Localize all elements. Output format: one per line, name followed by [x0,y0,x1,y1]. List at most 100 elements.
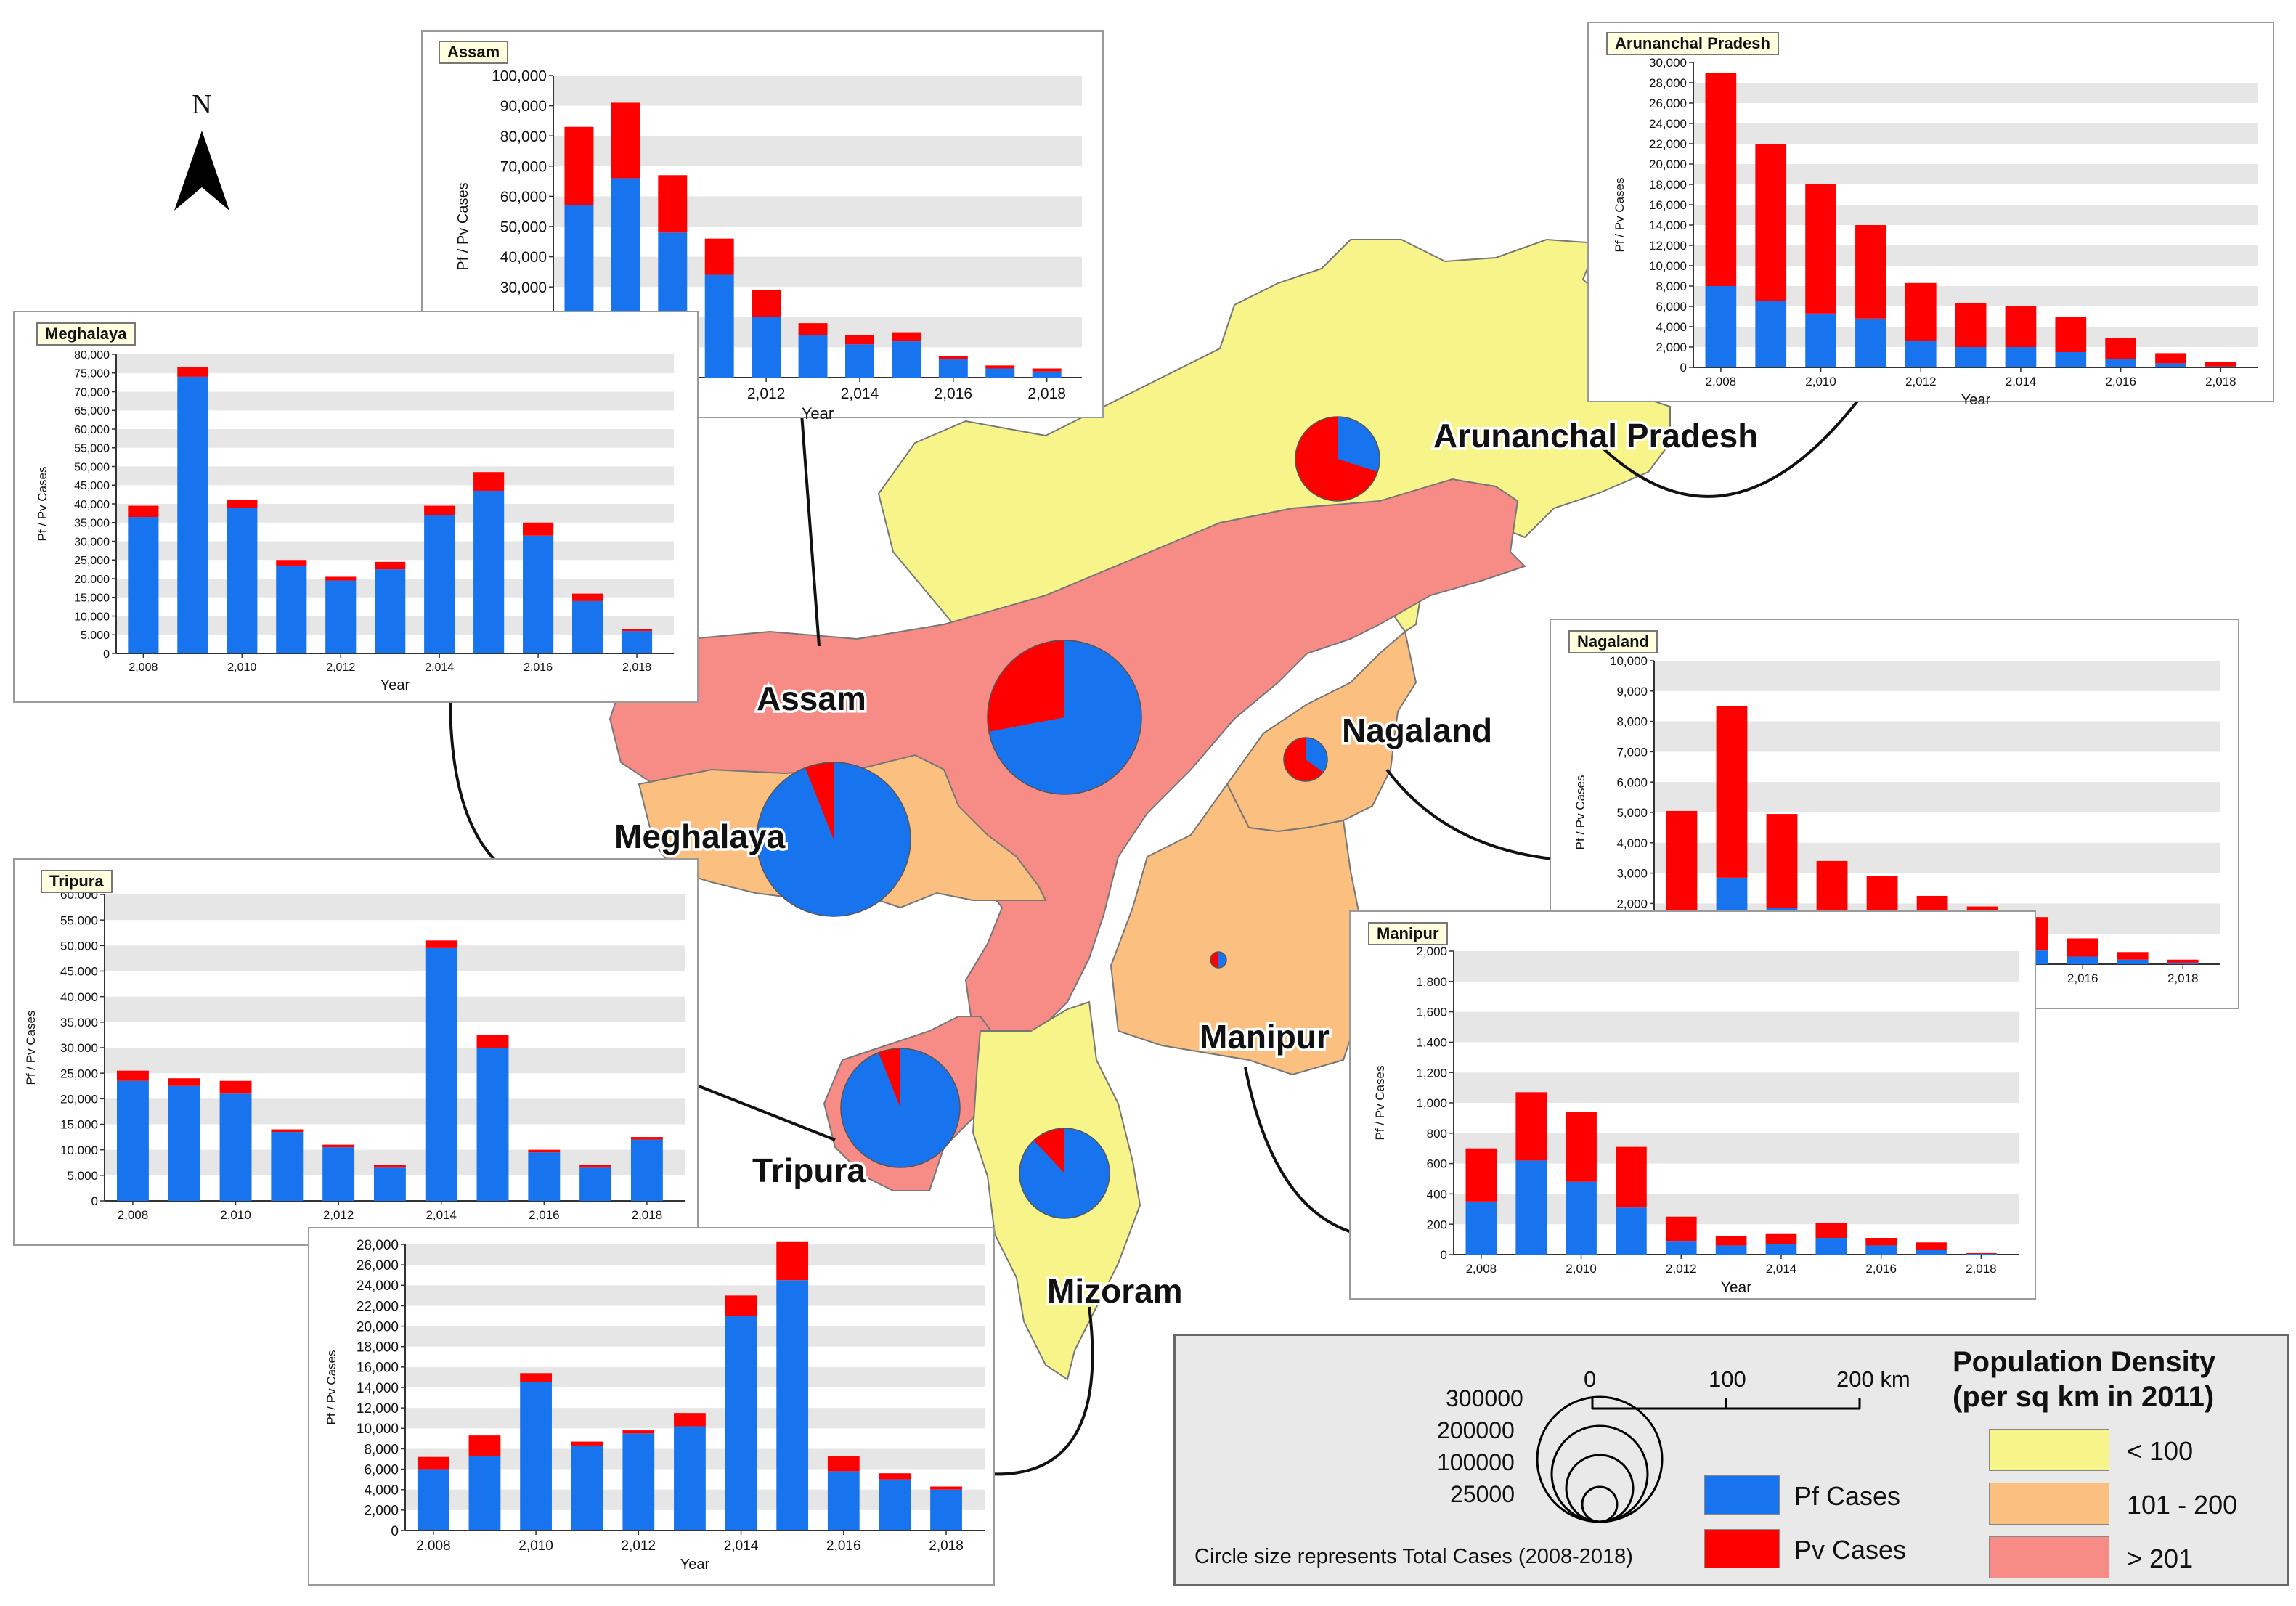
bar-pf-2011 [271,1132,304,1201]
x-tick-label: 2,016 [935,386,973,402]
bar-pv-2010 [658,175,688,233]
y-tick-label: 1,000 [1416,1096,1447,1110]
bar-pf-2017 [571,600,603,653]
label-tripura: Tripura [752,1151,866,1189]
y-tick-label: 8,000 [1616,715,1648,729]
bar-pv-2012 [752,290,781,317]
y-tick-label: 70,000 [74,386,110,399]
y-tick-label: 18,000 [1649,178,1687,192]
pie-slice-pf [841,1048,961,1167]
bar-pf-2009 [468,1456,501,1530]
chart-title-tripura: Tripura [41,870,113,893]
pie-slice-pf [757,762,911,916]
bar-pf-2017 [985,368,1015,378]
x-tick-label: 2,018 [2205,375,2236,388]
y-tick-label: 60,000 [500,189,547,205]
leader-line-mizoram [987,1306,1094,1476]
label-nagaland: Nagaland [1342,712,1492,749]
bar-pf-2009 [177,376,208,653]
y-tick-label: 90,000 [500,98,547,115]
y-tick-label: 50,000 [500,219,547,236]
density-swatch-low [1989,1429,2109,1471]
bar-pv-2008 [1465,1148,1497,1202]
pie-slice-pf [988,640,1141,794]
label-meghalaya: Meghalaya [614,818,786,855]
bar-pf-2014 [725,1316,757,1530]
bar-pf-2017 [2117,959,2149,964]
density-title: Population Density [1953,1346,2216,1378]
x-tick-label: 2,018 [622,661,651,674]
x-tick-label: 2,014 [2006,375,2037,388]
y-tick-label: 30,000 [1649,56,1687,70]
y-axis-title: Pf / Pv Cases [36,467,49,542]
y-axis-title: Pf / Pv Cases [1574,775,1587,850]
chart-assam: 010,00020,00030,00040,00050,00060,00070,… [455,68,1082,420]
y-tick-label: 200 [1427,1218,1447,1231]
chart-manipur: 0 200 400 600 800 1,000 1,200 1,400 1,600 1,800 2,… [1373,945,2019,1296]
density-swatch-mid [1989,1483,2109,1525]
bar-pf-2010 [219,1093,252,1201]
bar-pv-2009 [168,1078,200,1086]
chart-title-manipur: Manipur [1368,922,1448,945]
bar-pv-2018 [930,1486,962,1490]
bar-pf-2014 [1765,1244,1797,1255]
bar-pv-2008 [116,1070,149,1081]
bar-pf-2011 [571,1446,603,1530]
scale-label-0: 0 [1584,1366,1597,1392]
bar-pv-2012 [322,1144,355,1148]
bar-pv-2018 [621,629,653,632]
legend-circle-caption: Circle size represents Total Cases (2008… [1194,1545,1633,1568]
bar-pf-2018 [1966,1253,1997,1255]
bar-pv-2014 [425,940,457,948]
y-tick-label: 75,000 [74,368,110,380]
y-tick-label: 14,000 [1649,219,1687,232]
pv-cases-label: Pv Cases [1794,1535,1907,1565]
y-tick-label: 6,000 [1616,775,1648,789]
y-tick-label: 20,000 [1649,158,1687,171]
pie-mizoram [1019,1128,1110,1219]
bar-pf-2016 [2067,956,2098,964]
x-axis-title: Year [1961,392,1991,404]
y-tick-label: 0 [1441,1248,1447,1262]
bar-pv-2010 [1805,184,1836,314]
label-mizoram: Mizoram [1047,1272,1183,1310]
x-tick-label: 2,008 [416,1538,451,1554]
chart-arunachal-pradesh: 0 2,000 4,000 6,000 8,000 10,000 12,000 14,000 1… [1613,56,2258,404]
bar-pf-2016 [2105,359,2137,367]
y-tick-label: 30,000 [60,1041,98,1055]
pf-cases-swatch [1704,1475,1780,1515]
scale-label-200-km: 200 km [1836,1366,1910,1392]
x-tick-label: 2,012 [1905,375,1937,388]
bar-pv-2010 [1566,1112,1597,1182]
bar-pv-2010 [520,1373,552,1382]
y-tick-label: 100,000 [492,68,547,85]
bar-pv-2008 [1705,73,1737,286]
bar-pf-2010 [520,1382,552,1530]
bar-pf-2015 [473,490,505,653]
y-tick-label: 800 [1427,1127,1447,1141]
bar-pv-2014 [424,505,455,515]
legend-circle-label-300000: 300000 [1446,1385,1523,1411]
leader-line-assam [800,413,821,647]
bar-pv-2014 [2005,306,2037,347]
bar-pf-2018 [2167,962,2199,964]
y-tick-label: 0 [91,1194,98,1208]
x-axis-title: Year [680,1557,710,1573]
north-label: N [192,89,211,120]
x-tick-label: 2,008 [129,661,158,674]
x-tick-label: 2,012 [1666,1262,1697,1276]
bar-pv-2018 [2205,362,2236,367]
y-tick-label: 4,000 [1656,320,1687,334]
y-tick-label: 16,000 [357,1361,399,1376]
y-tick-label: 80,000 [74,349,110,362]
bar-pv-2011 [271,1129,304,1133]
bar-pf-2017 [2155,363,2186,367]
y-tick-label: 10,000 [357,1422,399,1437]
x-tick-label: 2,018 [1027,386,1066,402]
legend-circle-100000 [1565,1454,1635,1523]
x-tick-label: 2,008 [1706,375,1737,388]
bar-pv-2008 [564,126,594,205]
legend-circle-label-200000: 200000 [1437,1417,1515,1443]
bar-pf-2008 [128,517,159,653]
